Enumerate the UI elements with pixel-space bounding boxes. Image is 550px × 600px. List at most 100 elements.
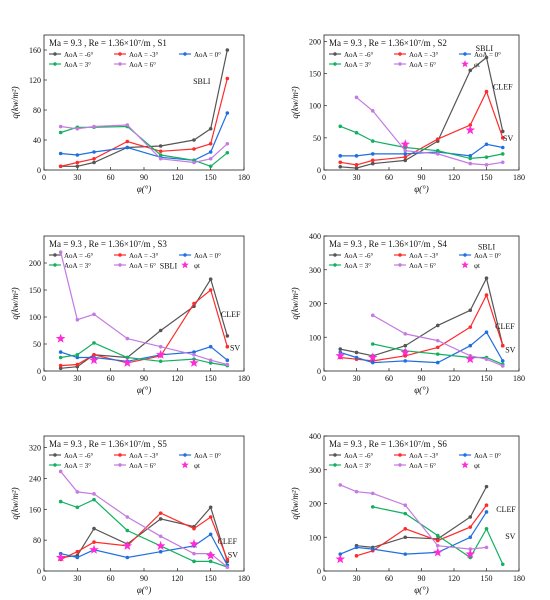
y-tick-label: 0 (37, 367, 41, 376)
data-point (208, 141, 213, 146)
y-tick-label: 50 (33, 340, 41, 349)
data-point (403, 359, 408, 363)
annotation-label: SV (228, 551, 238, 560)
legend-marker (463, 52, 467, 56)
legend-label: AoA = 3° (344, 462, 371, 470)
legend-label: AoA = 0° (474, 252, 501, 260)
data-point (75, 126, 80, 131)
series-line (372, 314, 504, 367)
data-point (338, 160, 343, 165)
x-tick-label: 0 (322, 574, 326, 583)
legend-label: AoA = 0° (474, 452, 501, 460)
data-point (484, 503, 489, 507)
chart-panel-s4: Ma = 9.3 , Re = 1.36×10⁷/m , S4 AoA = -6°… (290, 232, 525, 395)
x-tick-label: 180 (238, 574, 250, 583)
data-point (435, 323, 440, 328)
legend-label: AoA = 3° (64, 262, 91, 270)
data-point (58, 469, 63, 474)
series-line (60, 125, 228, 167)
y-tick-label: 0 (317, 367, 321, 376)
legend-marker (53, 453, 57, 457)
x-tick-label: 90 (140, 173, 148, 182)
data-point (435, 137, 440, 141)
data-point (403, 332, 408, 336)
panel-header: Ma = 9.3 , Re = 1.36×10⁷/m , S2 (329, 38, 447, 48)
data-point (500, 152, 505, 156)
data-point (338, 347, 343, 351)
data-point (403, 152, 408, 156)
data-point (484, 89, 489, 94)
data-point (468, 308, 473, 313)
data-point (403, 148, 408, 153)
x-tick-label: 120 (448, 173, 460, 182)
x-tick-label: 180 (238, 173, 250, 182)
data-point (500, 364, 505, 368)
data-point (225, 48, 230, 52)
data-point (370, 505, 375, 509)
data-point (354, 154, 359, 158)
data-point (484, 142, 489, 147)
y-tick-label: 400 (309, 232, 321, 241)
y-tick-label: 0 (317, 166, 321, 175)
legend-label: AoA = 6° (409, 262, 436, 270)
data-point (92, 341, 96, 345)
data-point (158, 153, 163, 157)
data-point (192, 160, 196, 165)
x-axis-label: φ(°) (414, 385, 429, 395)
y-tick-label: 200 (309, 37, 321, 46)
data-point (338, 154, 343, 158)
data-point (403, 535, 408, 540)
y-tick-label: 150 (309, 70, 321, 79)
data-point (370, 342, 375, 346)
data-point (225, 76, 230, 81)
data-point (500, 160, 505, 165)
data-point (403, 511, 408, 516)
data-point (435, 345, 440, 350)
data-point (58, 366, 63, 371)
data-point (75, 555, 80, 560)
legend-label: AoA = 3° (344, 262, 371, 270)
legend-marker (183, 253, 187, 257)
data-point (192, 147, 196, 151)
data-point (75, 549, 80, 554)
x-axis-label: φ(°) (137, 585, 152, 595)
data-point (75, 355, 80, 360)
data-point (435, 538, 440, 543)
y-tick-label: 80 (33, 536, 41, 545)
x-axis-label: φ(°) (414, 585, 429, 595)
phi-t-star (155, 540, 166, 550)
legend-label: φt (194, 462, 200, 470)
data-point (158, 534, 163, 539)
legend-label: AoA = -6° (64, 252, 94, 260)
data-point (125, 139, 130, 144)
data-point (208, 344, 213, 349)
x-tick-label: 90 (418, 173, 426, 182)
series-line (356, 96, 503, 166)
data-point (92, 124, 96, 129)
data-point (468, 154, 473, 158)
data-point (500, 129, 505, 134)
panels: Ma = 9.3 , Re = 1.36×10⁷/m , S1 AoA = -6°… (10, 34, 525, 595)
y-tick-label: 200 (309, 500, 321, 509)
legend-marker (461, 461, 469, 469)
legend-label: φt (474, 462, 480, 470)
x-tick-label: 0 (322, 374, 326, 383)
legend-marker (53, 62, 57, 66)
legend-marker (333, 52, 337, 56)
x-tick-label: 90 (140, 574, 148, 583)
legend-label: AoA = -3° (129, 51, 159, 59)
y-tick-label: 300 (309, 266, 321, 275)
data-point (92, 156, 96, 161)
y-tick-label: 100 (309, 333, 321, 342)
data-point (208, 164, 213, 169)
phi-t-star (400, 347, 410, 357)
series-line (356, 504, 487, 557)
data-point (500, 359, 505, 363)
x-tick-label: 60 (385, 173, 393, 182)
x-tick-label: 60 (107, 173, 115, 182)
legend-marker (461, 60, 469, 68)
data-point (125, 515, 130, 519)
legend-label: AoA = 6° (129, 61, 156, 69)
data-point (484, 293, 489, 297)
series-line (60, 252, 228, 366)
